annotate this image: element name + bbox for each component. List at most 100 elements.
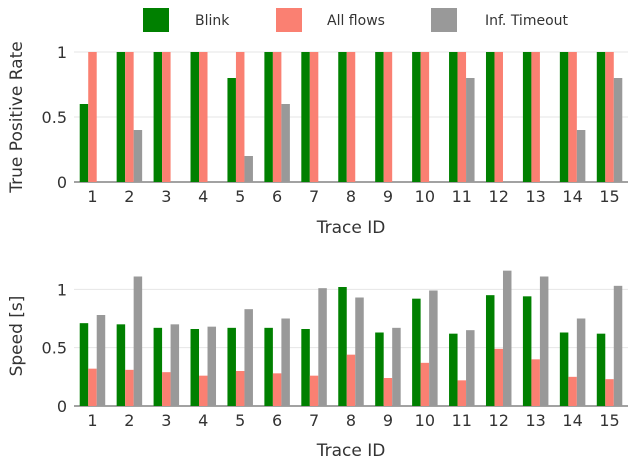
ytick-label-1-3: 1 (57, 43, 67, 62)
bar-2-s3-c10 (429, 290, 438, 406)
bar-1-s1-c4 (190, 52, 200, 182)
xtick-label-2-8: 8 (346, 411, 356, 430)
bar-2-s1-c9 (375, 332, 384, 406)
bar-1-s2-c1 (88, 52, 97, 182)
xtick-label-1-14: 14 (562, 187, 582, 206)
bar-1-s1-c1 (79, 104, 89, 182)
bar-1-s2-c15 (605, 52, 614, 182)
xtick-label-1-10: 10 (415, 187, 435, 206)
bar-2-s3-c14 (576, 318, 586, 406)
ytick-label-2-1: 0 (57, 397, 67, 416)
bar-2-s3-c7 (318, 288, 327, 406)
ytick-label-1-1: 0 (57, 173, 67, 192)
legend-swatch-2 (276, 8, 302, 32)
bar-2-s1-c6 (264, 327, 273, 406)
bar-1-s1-c15 (596, 52, 606, 182)
bar-1-s1-c14 (559, 52, 569, 182)
bar-1-s2-c5 (235, 52, 245, 182)
bar-2-s1-c10 (412, 298, 421, 406)
bar-2-s3-c1 (96, 315, 106, 406)
bar-2-s1-c13 (522, 296, 532, 406)
bar-2-s1-c15 (596, 333, 606, 406)
bar-1-s3-c15 (613, 78, 623, 182)
bar-1-s1-c3 (153, 52, 163, 182)
bar-2-s1-c8 (338, 287, 347, 406)
bar-2-s3-c6 (281, 318, 290, 406)
xtick-label-1-3: 3 (161, 187, 171, 206)
bar-1-s2-c2 (125, 52, 134, 182)
bar-2-s2-c11 (457, 380, 467, 406)
x-axis-title-2: Trace ID (316, 441, 386, 461)
bar-2-s1-c5 (227, 327, 236, 406)
bar-2-s2-c4 (199, 375, 208, 406)
bar-2-s3-c8 (355, 297, 364, 406)
bar-1-s2-c9 (383, 52, 393, 182)
bar-1-s2-c6 (272, 52, 282, 182)
bar-2-s2-c2 (125, 369, 134, 406)
y-axis-title-2: Speed [s] (7, 296, 27, 377)
bar-2-s2-c14 (568, 376, 577, 406)
bar-1-s2-c8 (346, 52, 356, 182)
bar-1-s1-c8 (338, 52, 347, 182)
xtick-label-2-7: 7 (309, 411, 319, 430)
legend-label-2: All flows (327, 13, 385, 29)
xtick-label-2-11: 11 (452, 411, 472, 430)
bar-2-s3-c5 (244, 309, 253, 406)
xtick-label-1-6: 6 (272, 187, 282, 206)
bar-2-s1-c7 (301, 329, 310, 406)
xtick-label-1-13: 13 (525, 187, 545, 206)
bar-1-s2-c10 (420, 52, 430, 182)
bar-2-s2-c7 (309, 375, 319, 406)
xtick-label-2-12: 12 (489, 411, 509, 430)
legend-label-3: Inf. Timeout (485, 13, 569, 29)
xtick-label-2-15: 15 (599, 411, 619, 430)
xtick-label-1-1: 1 (87, 187, 97, 206)
xtick-label-2-10: 10 (415, 411, 435, 430)
bar-2-s1-c2 (116, 324, 126, 406)
bar-2-s2-c13 (531, 359, 540, 406)
xtick-label-2-13: 13 (525, 411, 545, 430)
bar-2-s1-c14 (559, 332, 569, 406)
xtick-label-1-5: 5 (235, 187, 245, 206)
xtick-label-1-11: 11 (452, 187, 472, 206)
bar-1-s1-c12 (485, 52, 495, 182)
xtick-label-1-9: 9 (383, 187, 393, 206)
bar-2-s2-c6 (272, 373, 282, 406)
ytick-label-1-2: 0.5 (42, 108, 67, 127)
bar-2-s2-c15 (605, 379, 614, 406)
xtick-label-1-15: 15 (599, 187, 619, 206)
bar-1-s2-c7 (309, 52, 319, 182)
bar-1-s1-c6 (264, 52, 273, 182)
bar-2-s3-c13 (539, 276, 549, 406)
bar-1-s3-c5 (244, 156, 253, 182)
xtick-label-1-8: 8 (346, 187, 356, 206)
bar-1-s3-c2 (133, 130, 143, 182)
bar-1-s2-c14 (568, 52, 577, 182)
bar-1-s3-c6 (281, 104, 290, 182)
bar-2-s1-c3 (153, 327, 163, 406)
xtick-label-2-5: 5 (235, 411, 245, 430)
xtick-label-1-2: 2 (124, 187, 134, 206)
bar-1-s2-c12 (494, 52, 503, 182)
ytick-label-2-3: 1 (57, 280, 67, 299)
bar-1-s1-c5 (227, 78, 236, 182)
bar-2-s3-c2 (133, 276, 143, 406)
bar-1-s1-c11 (449, 52, 458, 182)
xtick-label-2-1: 1 (87, 411, 97, 430)
bar-1-s1-c13 (522, 52, 532, 182)
bar-1-s1-c2 (116, 52, 126, 182)
xtick-label-1-7: 7 (309, 187, 319, 206)
ytick-label-2-2: 0.5 (42, 339, 67, 358)
legend-label-1: Blink (195, 13, 230, 29)
bar-1-s1-c10 (412, 52, 421, 182)
bar-2-s3-c15 (613, 285, 623, 406)
xtick-label-2-9: 9 (383, 411, 393, 430)
bar-1-s2-c3 (162, 52, 171, 182)
bar-2-s2-c1 (88, 368, 97, 406)
bar-1-s2-c13 (531, 52, 540, 182)
bar-2-s2-c5 (235, 371, 245, 406)
xtick-label-1-4: 4 (198, 187, 208, 206)
bar-1-s1-c9 (375, 52, 384, 182)
